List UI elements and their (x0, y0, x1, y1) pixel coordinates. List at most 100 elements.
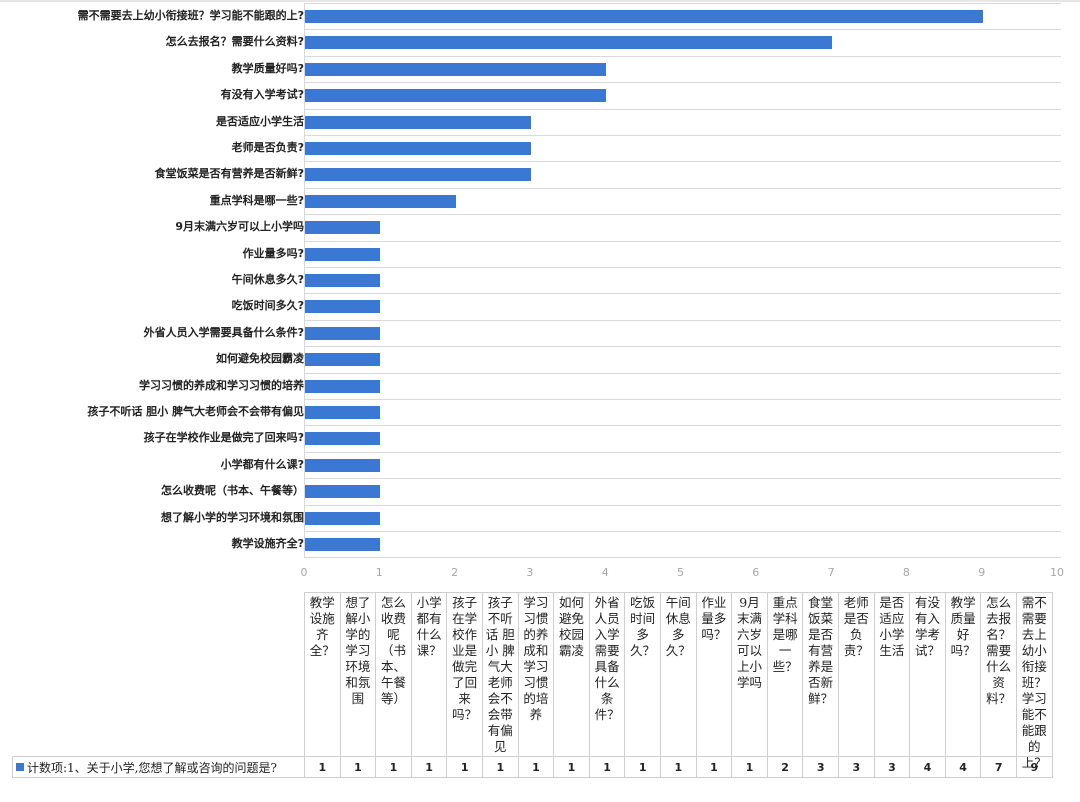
legend-swatch-icon (16, 763, 24, 771)
table-border (304, 592, 1052, 593)
table-value-cell: 7 (980, 756, 1016, 778)
column-header-text: 9月末满六岁可以上小学吗 (736, 595, 762, 690)
bar (305, 89, 607, 103)
bar (305, 511, 381, 525)
gridline (304, 531, 1061, 532)
gridline (304, 108, 1061, 110)
table-value-cell: 1 (517, 756, 554, 778)
bar (305, 326, 381, 340)
column-header-text: 怎么去报名？需要什么资料？ (986, 595, 1012, 706)
category-label: 学习习惯的养成和学习习惯的培养 (139, 378, 304, 392)
bar (305, 168, 531, 182)
column-header-text: 怎么收费呢（书本、午餐等） (380, 595, 406, 706)
column-header-text: 吃饭时间多久？ (630, 595, 656, 658)
value-axis-line (304, 557, 1061, 558)
x-tick-label: 0 (300, 566, 308, 579)
x-tick-label: 5 (677, 566, 684, 579)
bar (305, 194, 456, 208)
table-column-header: 有没有入学考试？ (909, 592, 945, 756)
column-header-text: 是否适应小学生活 (879, 595, 905, 658)
table-column-header: 孩子不听话 胆小 脾气大老师会不会带有偏见 (482, 592, 518, 756)
bar (305, 432, 381, 446)
table-value-cell: 3 (838, 756, 874, 778)
bar (305, 247, 381, 261)
category-label: 9月末满六岁可以上小学吗 (175, 220, 304, 234)
gridline (304, 267, 1061, 268)
category-label: 怎么收费呢（书本、午餐等） (161, 484, 304, 498)
table-column-header: 想了解小学的学习环境和氛围 (339, 592, 376, 756)
category-label: 吃饭时间多久? (231, 299, 304, 313)
x-tick-label: 2 (451, 566, 459, 579)
table-value-cell: 9 (1016, 756, 1052, 778)
category-label: 老师是否负责? (231, 141, 304, 154)
table-column-header: 怎么去报名？需要什么资料？ (980, 592, 1016, 756)
column-header-text: 重点学科是哪一些？ (772, 595, 798, 674)
table-column-header: 如何避免校园霸凌 (553, 592, 589, 756)
x-tick-label: 4 (601, 566, 609, 579)
gridline (304, 504, 1061, 506)
table-border (1051, 592, 1053, 778)
table-column-header: 吃饭时间多久？ (624, 592, 660, 756)
category-label: 有没有入学考试? (220, 88, 304, 102)
gridline (304, 82, 1061, 84)
table-value-cell: 2 (766, 756, 803, 778)
table-column-header: 教学设施齐全？ (304, 592, 340, 756)
table-value-cell: 1 (731, 756, 767, 778)
table-column-header: 食堂饭菜是否有营养是否新鲜？ (802, 592, 838, 756)
table-column-header: 外省人员入学需要具备什么条件？ (588, 592, 625, 756)
table-value-cell: 4 (944, 756, 981, 778)
table-value-cell: 3 (802, 756, 838, 778)
gridline (304, 346, 1061, 348)
gridline (304, 478, 1061, 480)
table-value-cell: 1 (553, 756, 589, 778)
table-column-header: 教学质量好吗？ (944, 592, 981, 756)
bar (305, 538, 381, 551)
category-label: 作业量多吗? (242, 246, 304, 260)
table-value-cell: 1 (375, 756, 411, 778)
gridline (304, 187, 1061, 189)
gridline (304, 425, 1061, 427)
bar (305, 406, 381, 419)
gridline (304, 451, 1061, 453)
table-column-header: 作业量多吗？ (695, 592, 732, 756)
table-value-cell: 1 (695, 756, 732, 778)
table-value-cell: 1 (624, 756, 660, 778)
gridline (304, 372, 1061, 374)
bar (305, 62, 607, 76)
bar (305, 458, 381, 472)
gridline (304, 135, 1061, 136)
table-value-cell: 1 (482, 756, 518, 778)
legend-key: 计数项:1、关于小学,您想了解或咨询的问题是? (12, 756, 304, 778)
category-label: 教学质量好吗? (231, 61, 304, 75)
category-label: 孩子不听话 胆小 脾气大老师会不会带有偏见 (87, 405, 304, 418)
table-value-cell: 1 (446, 756, 482, 778)
table-value-cell: 3 (873, 756, 910, 778)
column-header-text: 作业量多吗？ (701, 595, 727, 642)
category-label: 是否适应小学生活 (216, 114, 304, 128)
table-value-cell: 1 (588, 756, 625, 778)
gridline (304, 3, 1061, 4)
x-tick-label: 1 (375, 566, 383, 579)
table-column-header: 学习习惯的养成和学习习惯的培养 (517, 592, 554, 756)
x-tick-label: 6 (752, 566, 760, 579)
table-column-header: 孩子在学校作业是做完了回来吗？ (446, 592, 482, 756)
category-label: 孩子在学校作业是做完了回来吗? (143, 431, 304, 445)
column-header-text: 教学质量好吗？ (950, 595, 976, 658)
gridline (304, 161, 1061, 163)
bar (305, 221, 381, 235)
bar (305, 485, 381, 499)
category-axis-line (304, 3, 305, 558)
bar (305, 379, 381, 393)
column-header-text: 学习习惯的养成和学习习惯的培养 (523, 595, 549, 722)
column-header-text: 孩子不听话 胆小 脾气大老师会不会带有偏见 (485, 595, 515, 754)
table-column-header: 9月末满六岁可以上小学吗 (731, 592, 767, 756)
bar (305, 274, 381, 287)
category-label: 小学都有什么课? (220, 457, 304, 471)
column-header-text: 有没有入学考试？ (914, 595, 940, 658)
table-column-header: 重点学科是哪一些？ (766, 592, 803, 756)
bar (305, 353, 381, 367)
gridline (304, 29, 1061, 31)
gridline (304, 240, 1061, 242)
frame-border (0, 0, 1080, 2)
